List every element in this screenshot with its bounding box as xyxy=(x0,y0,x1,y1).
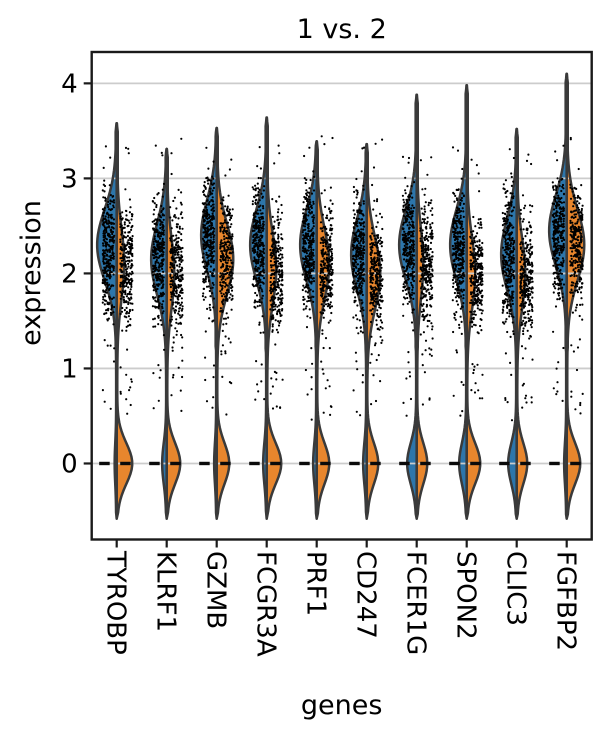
x-axis-label: genes xyxy=(301,690,383,721)
jitter-points-TYROBP xyxy=(101,145,134,415)
y-axis-label: expression xyxy=(16,200,47,346)
zero-dash-left-PRF1 xyxy=(299,461,310,466)
x-tick-label-CLIC3: CLIC3 xyxy=(501,551,531,626)
zero-dash-right-TYROBP xyxy=(120,461,131,466)
zero-dash-left-SPON2 xyxy=(449,461,460,466)
zero-dash-left-FGFBP2 xyxy=(549,461,560,466)
plot-border xyxy=(90,50,593,541)
violin-outline-right-GZMB xyxy=(215,126,235,520)
violin-half-right-SPON2 xyxy=(466,85,481,519)
zero-dash-right-FCER1G xyxy=(420,461,431,466)
x-tick-label-FGFBP2: FGFBP2 xyxy=(551,551,581,651)
zero-dash-layer xyxy=(99,461,581,466)
zero-dash-left-GZMB xyxy=(199,461,210,466)
violin-half-right-FGFBP2 xyxy=(566,73,585,519)
x-tick-label-PRF1: PRF1 xyxy=(301,551,331,616)
x-tick-label-SPON2: SPON2 xyxy=(451,551,481,640)
zero-dash-right-FGFBP2 xyxy=(570,461,581,466)
zero-dash-left-CD247 xyxy=(349,461,360,466)
violin-outline-right-PRF1 xyxy=(315,140,331,520)
y-tick-label-4: 4 xyxy=(61,69,78,99)
plot-title: 1 vs. 2 xyxy=(297,14,387,45)
violin-outline-right-KLRF1 xyxy=(165,147,182,520)
violin-outline-left-TYROBP xyxy=(95,122,118,520)
jitter-points-FCGR3A xyxy=(251,144,284,410)
violin-half-left-CLIC3 xyxy=(501,128,517,519)
jitter-points-KLRF1 xyxy=(151,137,184,412)
zero-dash-right-SPON2 xyxy=(470,461,481,466)
violin-outline-left-CD247 xyxy=(349,142,368,520)
zero-dash-right-KLRF1 xyxy=(170,461,181,466)
jitter-points-CD247 xyxy=(351,138,384,417)
violin-outline-right-FCER1G xyxy=(415,93,429,520)
jitter-points-GZMB xyxy=(201,146,234,416)
zero-dash-left-FCGR3A xyxy=(249,461,260,466)
violin-outline-right-TYROBP xyxy=(115,122,134,520)
x-tick-label-TYROBP: TYROBP xyxy=(101,550,131,655)
violin-outline-left-FGFBP2 xyxy=(547,72,568,520)
violin-half-right-PRF1 xyxy=(316,141,330,519)
jitter-points-PRF1 xyxy=(301,135,334,421)
axes-layer xyxy=(83,50,593,548)
zero-dash-left-CLIC3 xyxy=(499,461,510,466)
violin-outline-left-FCGR3A xyxy=(248,116,268,520)
zero-dash-right-CD247 xyxy=(370,461,381,466)
zero-dash-left-FCER1G xyxy=(399,461,410,466)
violin-outline-right-CLIC3 xyxy=(515,127,529,520)
zero-dash-right-FCGR3A xyxy=(270,461,281,466)
x-tick-label-GZMB: GZMB xyxy=(201,551,231,629)
violin-outline-left-CLIC3 xyxy=(499,127,518,520)
violin-half-right-CLIC3 xyxy=(516,128,528,519)
violin-outline-right-CD247 xyxy=(365,142,382,520)
zero-dash-right-PRF1 xyxy=(320,461,331,466)
violin-half-right-GZMB xyxy=(216,128,234,519)
tick-label-layer: 0 1 2 3 4 TYROBP KLRF1 GZMB FCGR3A PRF1 CD247 FCER1… xyxy=(61,69,581,657)
violin-half-left-FCER1G xyxy=(399,94,417,519)
violin-outline-left-FCER1G xyxy=(397,93,418,520)
x-tick-label-FCER1G: FCER1G xyxy=(401,551,431,655)
jitter-point-layer xyxy=(101,135,584,422)
violin-outline-left-GZMB xyxy=(199,126,218,520)
violin-outline-left-KLRF1 xyxy=(149,147,168,520)
x-tick-label-FCGR3A: FCGR3A xyxy=(251,551,281,657)
zero-dash-right-CLIC3 xyxy=(520,461,531,466)
jitter-points-SPON2 xyxy=(451,146,484,417)
y-tick-label-1: 1 xyxy=(61,354,78,384)
zero-dash-left-KLRF1 xyxy=(149,461,160,466)
y-tick-label-0: 0 xyxy=(61,449,78,479)
y-tick-label-2: 2 xyxy=(61,259,78,289)
jitter-points-FGFBP2 xyxy=(551,136,584,415)
violin-outline-right-SPON2 xyxy=(465,84,482,520)
zero-dash-right-GZMB xyxy=(220,461,231,466)
x-tick-label-KLRF1: KLRF1 xyxy=(151,551,181,632)
y-tick-label-3: 3 xyxy=(61,164,78,194)
zero-dash-left-TYROBP xyxy=(99,461,110,466)
x-tick-label-CD247: CD247 xyxy=(351,551,381,639)
